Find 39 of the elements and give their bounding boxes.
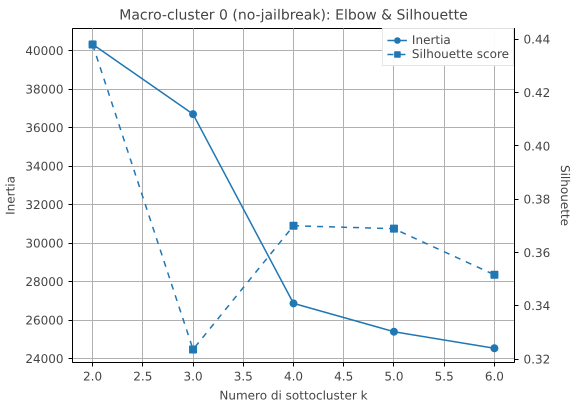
y-tick-label: 28000 [25,275,64,290]
legend-label: Inertia [412,33,451,47]
y-tick-label: 26000 [25,314,64,328]
point [490,270,498,279]
y-tick-label: 24000 [25,352,64,366]
point [390,224,398,233]
chart-title: Macro-cluster 0 (no-jailbreak): Elbow & Silhouette [119,8,468,24]
x-tick-label: 5.0 [384,370,404,384]
x-tick-label: 2.5 [133,370,152,384]
y-tick-label: 34000 [25,160,64,174]
point [490,344,498,352]
x-tick-label: 3.0 [184,370,203,384]
legend-label: Silhouette score [412,47,509,61]
y-tick-label: 32000 [25,198,64,212]
x-tick-label: 4.0 [284,370,304,384]
point [189,345,198,354]
y-tick-label: 40000 [25,44,64,58]
x-tick-label: 2.0 [83,370,102,384]
x-tick-label: 4.5 [334,370,354,384]
point [189,110,198,118]
y-tick-label: 36000 [25,121,64,136]
y2-tick-label: 0.36 [524,246,550,260]
y2-tick-label: 0.38 [524,192,550,207]
y2-axis-title: Silhouette [558,164,572,226]
y-tick-label: 38000 [25,82,64,97]
y2-tick-label: 0.42 [524,86,550,100]
y2-tick-label: 0.32 [524,352,550,367]
y-tick-label: 30000 [25,236,64,251]
point [390,328,398,336]
y2-tick-label: 0.34 [524,299,550,314]
y2-tick-label: 0.40 [524,139,550,154]
x-tick-label: 3.5 [234,370,253,384]
point [290,299,298,308]
y-axis-title: Inertia [3,176,18,215]
x-axis-title: Numero di sottocluster k [219,388,368,402]
y2-tick-label: 0.44 [524,32,550,47]
point [290,222,298,230]
x-tick-label: 5.5 [434,370,454,384]
x-tick-label: 6.0 [484,370,504,384]
